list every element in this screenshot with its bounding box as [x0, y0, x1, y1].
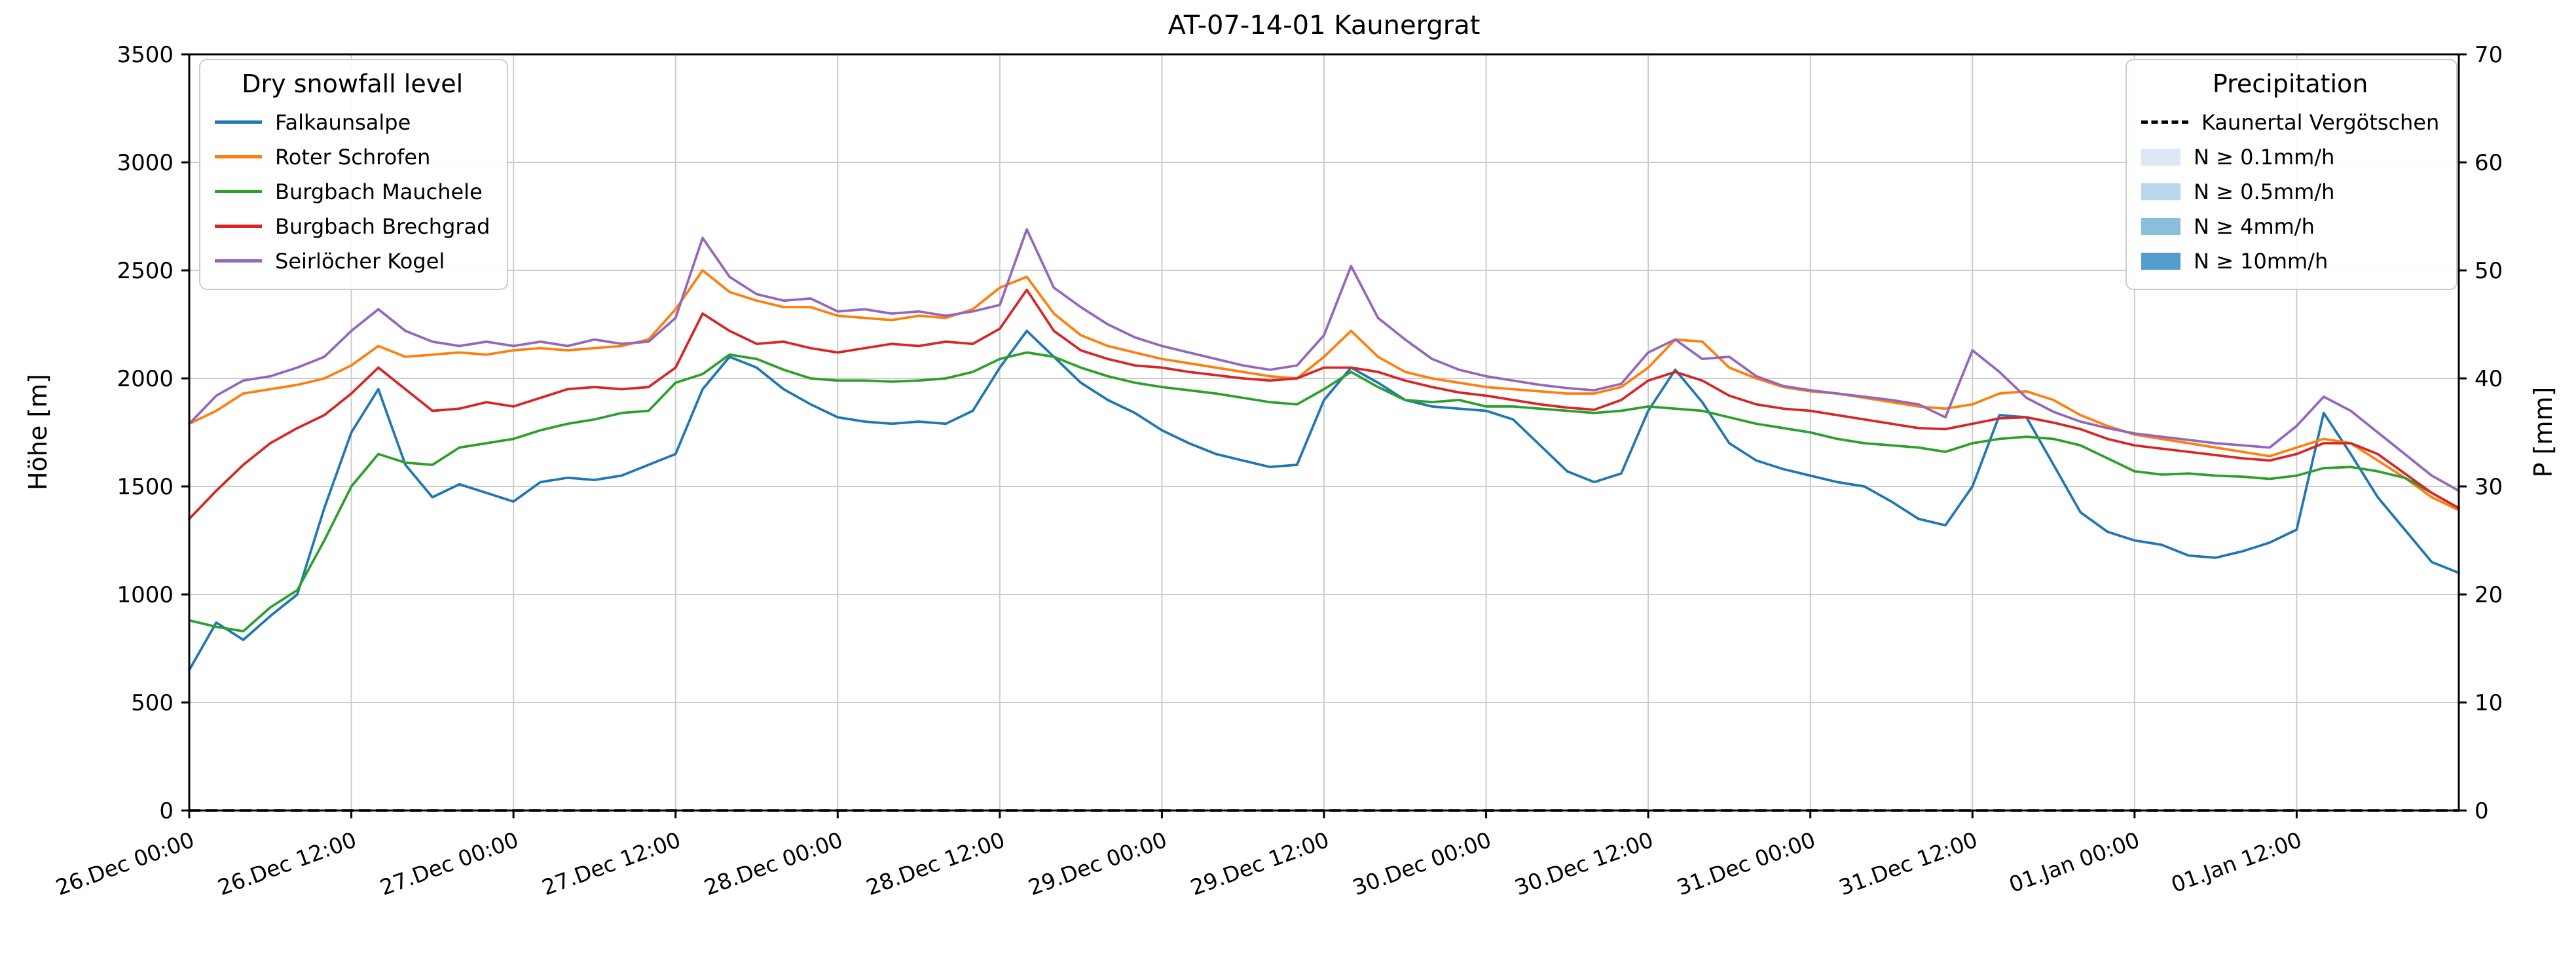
x-tick-label: 29.Dec 12:00 — [1187, 827, 1333, 901]
x-tick-label: 31.Dec 00:00 — [1674, 827, 1819, 901]
y-tick-label-left: 2000 — [117, 366, 174, 392]
line-swatch-icon — [215, 259, 262, 263]
legend-entry: Burgbach Brechgrad — [215, 209, 490, 244]
y-tick-label-right: 70 — [2475, 42, 2503, 68]
y-tick-label-right: 60 — [2475, 150, 2503, 176]
legend-entry-label: Falkaunsalpe — [275, 109, 411, 135]
series-line-seirl-cher-kogel — [188, 228, 2460, 492]
chart-title: AT-07-14-01 Kaunergrat — [1168, 10, 1481, 41]
x-tick-label: 30.Dec 00:00 — [1349, 827, 1494, 901]
y-tick-label-left: 1500 — [117, 474, 174, 500]
legend-precipitation-title: Precipitation — [2212, 69, 2368, 98]
x-tick-label: 28.Dec 00:00 — [701, 827, 846, 901]
patch-swatch-icon — [2141, 252, 2180, 270]
y-tick-label-left: 1000 — [117, 582, 174, 608]
x-tick-label: 26.Dec 12:00 — [214, 827, 359, 901]
x-tick-label: 27.Dec 00:00 — [377, 827, 522, 901]
legend-entry: N ≥ 10mm/h — [2141, 244, 2439, 278]
y-tick-label-left: 500 — [131, 690, 174, 716]
legend-entry-label: Roter Schrofen — [275, 144, 431, 170]
y-tick-label-right: 30 — [2475, 474, 2503, 500]
legend-entry-label: N ≥ 10mm/h — [2194, 248, 2328, 274]
legend-entry: Seirlöcher Kogel — [215, 244, 490, 278]
patch-swatch-icon — [2141, 183, 2180, 200]
legend-entry: N ≥ 0.5mm/h — [2141, 174, 2439, 209]
legend-snowfall: Dry snowfall level Falkaunsalpe Roter Sch… — [199, 59, 509, 290]
line-swatch-icon — [215, 190, 262, 193]
y-axis-label-left: Höhe [m] — [24, 373, 52, 491]
x-tick-label: 30.Dec 12:00 — [1511, 827, 1657, 901]
line-swatch-icon — [215, 120, 262, 124]
series-line-roter-schrofen — [188, 269, 2460, 512]
patch-swatch-icon — [2141, 148, 2180, 166]
y-tick-label-right: 20 — [2475, 582, 2503, 608]
legend-precipitation: Precipitation Kaunertal Vergötschen N ≥ 0… — [2125, 59, 2458, 290]
dashed-line-swatch-icon — [2141, 120, 2188, 124]
legend-entry: N ≥ 4mm/h — [2141, 209, 2439, 244]
legend-entry-label: Seirlöcher Kogel — [275, 248, 445, 274]
legend-entry-label: Burgbach Brechgrad — [275, 213, 490, 239]
x-tick-label: 28.Dec 12:00 — [863, 827, 1008, 901]
legend-entry: Roter Schrofen — [215, 139, 490, 174]
y-tick-label-left: 3000 — [117, 150, 174, 176]
x-tick-label: 26.Dec 00:00 — [52, 827, 198, 901]
legend-precipitation-entries: Kaunertal Vergötschen N ≥ 0.1mm/h N ≥ 0.5m… — [2141, 105, 2439, 278]
legend-entry: N ≥ 0.1mm/h — [2141, 139, 2439, 174]
y-tick-label-right: 0 — [2475, 798, 2489, 824]
y-tick-label-left: 2500 — [117, 258, 174, 284]
line-swatch-icon — [215, 225, 262, 228]
legend-entry: Burgbach Mauchele — [215, 174, 490, 209]
line-swatch-icon — [215, 155, 262, 158]
x-tick-label: 29.Dec 00:00 — [1025, 827, 1170, 901]
legend-entry: Kaunertal Vergötschen — [2141, 105, 2439, 139]
legend-entry-label: N ≥ 0.1mm/h — [2194, 144, 2335, 170]
y-tick-label-left: 0 — [159, 798, 174, 824]
legend-entry-label: N ≥ 4mm/h — [2194, 213, 2315, 239]
x-tick-label: 27.Dec 12:00 — [539, 827, 684, 901]
x-tick-label: 01.Jan 12:00 — [2167, 827, 2305, 898]
y-tick-label-right: 40 — [2475, 366, 2503, 392]
y-tick-label-right: 50 — [2475, 258, 2503, 284]
x-tick-label: 01.Jan 00:00 — [2006, 827, 2143, 898]
legend-snowfall-title: Dry snowfall level — [242, 69, 464, 98]
y-tick-label-right: 10 — [2475, 690, 2503, 716]
series-line-falkaunsalpe — [188, 329, 2460, 672]
y-tick-label-left: 3500 — [117, 42, 174, 68]
legend-entry-label: Kaunertal Vergötschen — [2201, 109, 2440, 135]
legend-snowfall-entries: Falkaunsalpe Roter Schrofen Burgbach Mauch… — [215, 105, 490, 278]
x-tick-label: 31.Dec 12:00 — [1835, 827, 1981, 901]
legend-entry: Falkaunsalpe — [215, 105, 490, 139]
legend-entry-label: Burgbach Mauchele — [275, 179, 483, 204]
series-line-burgbach-brechgrad — [188, 288, 2460, 520]
legend-entry-label: N ≥ 0.5mm/h — [2194, 179, 2335, 204]
patch-swatch-icon — [2141, 217, 2180, 235]
y-axis-label-right: P [mm] — [2529, 386, 2558, 478]
series-line-burgbach-mauchele — [188, 351, 2460, 632]
